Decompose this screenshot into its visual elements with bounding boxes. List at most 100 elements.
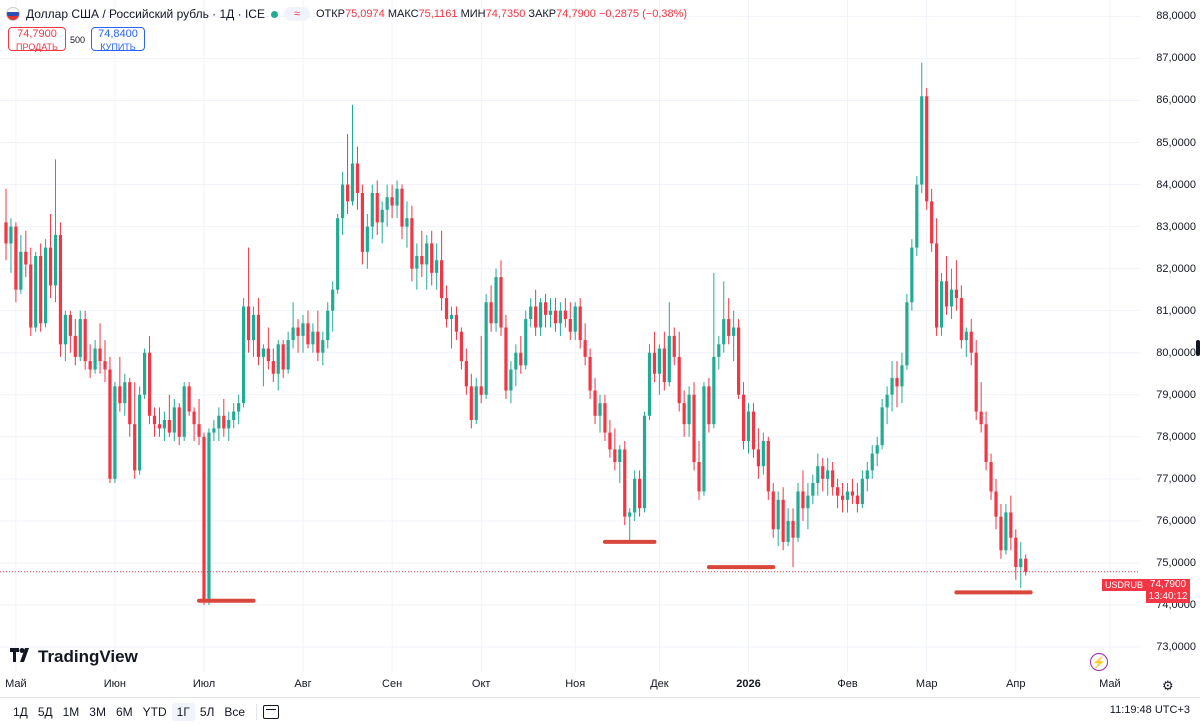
wave-icon[interactable]: ≈ <box>283 7 310 21</box>
time-tick-label: Фев <box>837 678 858 690</box>
candle-body <box>751 411 756 450</box>
candle-body <box>875 445 879 454</box>
close-value: 74,7900 <box>556 8 596 20</box>
candle-body <box>19 251 23 290</box>
candle <box>350 104 355 206</box>
candle <box>895 361 899 408</box>
candle <box>613 428 617 471</box>
clock-timezone[interactable]: 11:19:48 UTC+3 <box>1109 704 1190 716</box>
candle <box>623 440 627 526</box>
candle-body <box>593 390 597 416</box>
range-button[interactable]: 1Д <box>13 704 28 719</box>
candle-body <box>954 289 958 299</box>
candle <box>831 462 835 496</box>
candle <box>504 314 508 399</box>
candle <box>39 243 43 332</box>
settings-gear-icon[interactable]: ⚙ <box>1162 678 1174 693</box>
candle-body <box>895 377 899 387</box>
candle <box>915 176 919 257</box>
candle <box>944 256 949 315</box>
candle-body <box>707 386 711 425</box>
range-button[interactable]: 5Д <box>37 704 53 719</box>
candle-body <box>311 331 315 345</box>
bottom-toolbar: 1Д 5Д 1М 3М 6М YTD 1Г 5Л Все 11:19:48 UTC+3 <box>0 697 1200 725</box>
candle-body <box>271 361 275 374</box>
candle-body <box>14 226 18 290</box>
candle-body <box>836 487 840 496</box>
candle-body <box>865 470 869 479</box>
candle <box>702 382 706 496</box>
range-button[interactable]: 1М <box>62 704 80 719</box>
candle-body <box>350 163 355 202</box>
range-button[interactable]: 3М <box>89 704 106 719</box>
candle-body <box>949 289 954 307</box>
candle-body <box>68 314 72 336</box>
candle-body <box>489 302 493 324</box>
candle <box>499 260 503 336</box>
candle <box>73 319 77 366</box>
candle-body <box>687 394 691 425</box>
lightning-icon[interactable]: ⚡ <box>1090 653 1108 671</box>
candle <box>939 272 944 336</box>
candle-body <box>1019 558 1023 568</box>
range-button[interactable]: 5Л <box>199 704 215 719</box>
candle-body <box>459 331 463 362</box>
candle-body <box>737 327 741 395</box>
candle <box>58 222 63 357</box>
candle <box>811 474 815 505</box>
candle-body <box>529 306 533 320</box>
candlestick-chart[interactable] <box>0 0 1140 672</box>
candle <box>217 407 221 441</box>
candle <box>484 293 488 399</box>
candle <box>801 470 805 521</box>
time-tick-label: Ноя <box>565 678 586 690</box>
candle-body <box>860 478 864 505</box>
candle <box>969 319 973 366</box>
candle <box>534 289 538 336</box>
candle <box>776 491 780 547</box>
candle <box>692 382 696 471</box>
candle <box>246 247 251 353</box>
candle <box>756 428 760 479</box>
candle-body <box>138 394 142 471</box>
tradingview-logo[interactable]: TradingView <box>10 647 138 667</box>
candle-body <box>345 184 350 202</box>
candle <box>781 487 785 551</box>
price-axis[interactable]: 88,0000 87,0000 86,0000 85,0000 84,0000 83,00… <box>1140 0 1200 672</box>
range-button[interactable]: YTD <box>142 704 167 719</box>
candle-body <box>474 386 478 420</box>
range-button[interactable]: Все <box>224 704 246 719</box>
open-value: 75,0974 <box>345 8 385 20</box>
candle <box>93 340 97 374</box>
candle-body <box>34 256 38 328</box>
candle-body <box>444 298 449 320</box>
candle <box>286 331 290 374</box>
sell-price: 74,7900 <box>17 28 57 40</box>
candle <box>449 306 454 349</box>
candle <box>197 398 201 446</box>
candle-body <box>217 415 221 429</box>
candle-body <box>192 411 196 425</box>
time-axis[interactable]: Май Июн Июл Авг Сен Окт Ноя Дек 2026 Фев Мар Апр Май <box>0 672 1140 694</box>
chart-pane[interactable] <box>0 0 1140 672</box>
candle <box>44 239 48 328</box>
range-button[interactable]: 6М <box>115 704 133 719</box>
close-label: ЗАКР <box>528 8 557 20</box>
candle-body <box>974 352 978 412</box>
calendar-icon[interactable] <box>263 704 280 719</box>
candle <box>667 302 671 387</box>
candle-body <box>266 348 270 362</box>
candle-body <box>509 369 513 391</box>
candle-body <box>989 462 993 492</box>
candle-body <box>4 222 8 244</box>
symbol-title[interactable]: Доллар США / Российский рубль · 1Д · ICE <box>26 7 265 21</box>
high-value: 75,1161 <box>418 8 458 20</box>
candle-body <box>306 323 310 345</box>
buy-button[interactable]: 74,8400 КУПИТЬ <box>91 27 145 52</box>
candle <box>1009 495 1013 551</box>
candle <box>935 218 939 336</box>
scroll-handle[interactable] <box>1196 340 1200 356</box>
range-button[interactable]: 1Г <box>171 702 195 721</box>
candle-body <box>123 382 127 404</box>
sell-button[interactable]: 74,7900 ПРОДАТЬ <box>8 27 66 52</box>
